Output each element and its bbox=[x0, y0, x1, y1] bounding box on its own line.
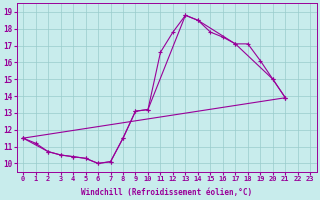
X-axis label: Windchill (Refroidissement éolien,°C): Windchill (Refroidissement éolien,°C) bbox=[81, 188, 252, 197]
